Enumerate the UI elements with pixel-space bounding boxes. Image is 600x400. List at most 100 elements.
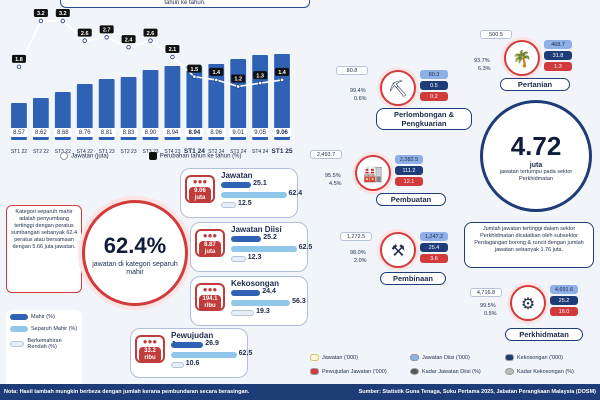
skill-legend-rendah: Berkemahiran Rendah (%) [10, 338, 78, 350]
services-info-text: Jumlah jawatan tertinggi dalam sektor Pe… [474, 226, 584, 253]
sector-diisi: 4,691.6 [550, 285, 578, 294]
sector-pewujudan: 0.2 [420, 92, 448, 101]
sector-title: Perkhidmatan [505, 328, 583, 341]
skill-legend-separuh: Separuh Mahir (%) [10, 326, 78, 332]
yoy-point [126, 44, 131, 50]
badge-number: 9.06 [194, 188, 206, 194]
separuh-value: 62.5 [298, 244, 313, 251]
sector-kadar-diisi: 95.5% [325, 173, 341, 179]
sector-kadar-diisi: 93.7% [474, 58, 490, 64]
footer-note: Nota: Hasil tambah mungkin berbeza denga… [4, 389, 250, 395]
category-label: ST1 22 [11, 149, 27, 155]
semi-skilled-label: jawatan di kategori separuh mahir [92, 261, 178, 276]
rendah-bar [221, 202, 236, 208]
separuh-value: 62.4 [288, 190, 303, 197]
yoy-point [170, 54, 175, 60]
sector-jawatan: 80.8 [336, 66, 368, 75]
yoy-label: 2.7 [103, 28, 111, 34]
bar-st1-25 [274, 54, 290, 140]
separuh-value: 62.5 [238, 350, 253, 357]
category-label: ST2 24 [208, 149, 224, 155]
footer-source: Sumber: Statistik Guna Tenaga, Suku Pert… [358, 389, 596, 395]
mahir-value: 25.1 [253, 180, 267, 187]
bar-value-label: 8.83 [123, 130, 135, 136]
people-icon: ●●● [142, 337, 158, 346]
bar-value-bg [9, 128, 28, 137]
sector-title: Pembuatan [376, 193, 446, 206]
top-note-text: tahun ke tahun. [164, 0, 206, 6]
sector-pewujudan: 1.3 [544, 62, 572, 71]
category-badge: ●●● 9.06 juta [185, 175, 215, 203]
yoy-label-box [33, 9, 48, 17]
skill-category-card: ●●● 194.1 ribu Kekosongan 24.4 56.3 19.3 [190, 276, 308, 326]
bar-value-bg [53, 128, 72, 137]
people-icon: ●●● [192, 177, 208, 186]
rl-pewujudan-swatch [310, 368, 319, 375]
yoy-label: 2.6 [147, 31, 155, 37]
category-label: ST4 22 [77, 149, 93, 155]
sector-pewujudan: 12.1 [395, 177, 423, 186]
sector-icon: 🌴 [504, 40, 540, 76]
rl-kadar-diisi-label: Kadar Jawatan Diisi (%) [422, 368, 481, 375]
sector-jawatan: 1,272.5 [340, 232, 372, 241]
badge-unit: ribu [144, 355, 156, 361]
legend-yoy-label: Perubahan tahun ke tahun (%) [159, 153, 242, 160]
bar-st4-24 [252, 55, 269, 140]
services-info-box: Jumlah jawatan tertinggi dalam sektor Pe… [464, 222, 594, 268]
bar-value-bg [163, 128, 182, 137]
bar-st3-24 [230, 59, 247, 140]
legend-yoy: Perubahan tahun ke tahun (%) [148, 152, 242, 160]
mahir-value: 25.2 [263, 234, 277, 241]
rl-kosong: Kekosongan ('000) [505, 354, 563, 361]
yoy-label: 1.4 [212, 70, 221, 76]
yoy-label: 1.4 [278, 70, 287, 76]
mahir-legend-label: Mahir (%) [31, 314, 55, 320]
mahir-bar [221, 182, 252, 188]
yoy-label-box [209, 67, 224, 76]
rl-kadar-diisi: Kadar Jawatan Diisi (%) [410, 368, 481, 375]
bar-st4-23 [164, 66, 181, 140]
category-badge-value: 8.87 juta [199, 241, 221, 257]
rendah-bar [171, 362, 184, 368]
sector-title: Perlombongan & Pengkuarian [376, 108, 472, 130]
bar-value-bg [229, 128, 248, 137]
yoy-label: 1.8 [15, 57, 23, 63]
yoy-point [279, 77, 285, 83]
mahir-value: 24.4 [262, 288, 276, 295]
yoy-label: 1.5 [191, 67, 199, 73]
category-label: ST1 25 [272, 148, 293, 155]
footer: Nota: Hasil tambah mungkin berbeza denga… [0, 384, 600, 400]
category-badge: ●●● 8.87 juta [195, 229, 225, 257]
rendah-value: 12.5 [238, 200, 252, 207]
sector-icon: ⚙ [510, 285, 546, 321]
mahir-bar [171, 342, 204, 348]
yoy-label: 1.3 [256, 73, 264, 79]
skill-category-card: ●●● 9.06 juta Jawatan 25.1 62.4 12.5 [180, 168, 302, 218]
rendah-bar [231, 310, 255, 316]
bar-value-bg [251, 128, 270, 137]
sector-icon: ⚒ [380, 232, 416, 268]
sector-diisi: 468.7 [544, 40, 572, 49]
skill-legend: Mahir (%) Separuh Mahir (%) Berkemahiran… [6, 310, 82, 388]
badge-unit: ribu [204, 303, 216, 309]
sector-kosong: 25.4 [420, 243, 448, 252]
yoy-label-box [143, 28, 158, 37]
bar-value-label: 9.01 [232, 130, 244, 136]
services-desc: jawatan tertumpu pada sektor Perkhidmata… [499, 169, 573, 182]
rl-kadar-kosong-swatch [505, 368, 514, 375]
yoy-label-box [187, 64, 202, 73]
yoy-label-box [165, 45, 180, 53]
skill-info-text: Kategori separuh mahir adalah penyumbang… [10, 209, 78, 250]
bar-value-label: 8.81 [101, 130, 113, 136]
bar-value-label: 9.05 [254, 130, 266, 136]
bar-st4-22 [76, 84, 93, 140]
rl-diisi-label: Jawatan Diisi ('000) [422, 354, 470, 361]
rendah-value: 19.3 [256, 308, 270, 315]
rl-kosong-label: Kekosongan ('000) [517, 354, 563, 361]
yoy-label-box [99, 25, 114, 34]
mahir-value: 26.9 [205, 340, 219, 347]
bar-value-label: 8.57 [13, 130, 25, 136]
services-highlight-circle: 4.72 juta jawatan tertumpu pada sektor P… [480, 100, 592, 212]
chart-legend: Jawatan (juta) Perubahan tahun ke tahun … [60, 150, 310, 162]
